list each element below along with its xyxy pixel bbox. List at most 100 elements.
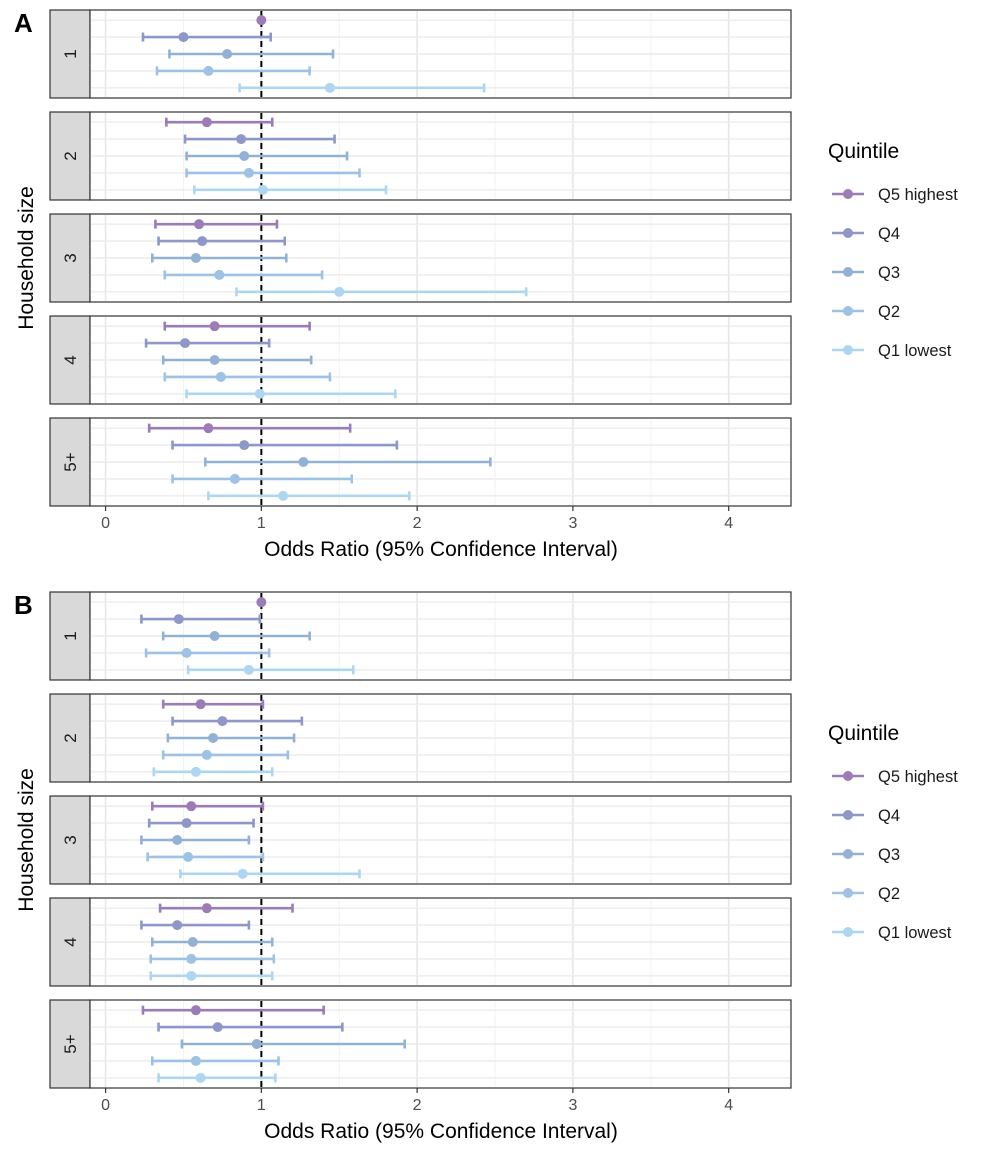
ci-q3: [161, 355, 313, 365]
legend-item: Q5 highest: [832, 186, 958, 204]
odds-ratio-point: [190, 766, 201, 777]
ci-q4: [183, 134, 336, 145]
ci-q2: [144, 647, 271, 658]
facet-3: 3: [49, 213, 792, 303]
facet-5plus: 5+: [49, 417, 792, 507]
legend-key-point: [843, 849, 853, 859]
legend: Quintile Q5 highest Q4 Q3 Q2 Q1 lowest: [828, 722, 958, 942]
legend-item: Q5 highest: [832, 768, 958, 786]
ci-q3: [151, 937, 274, 947]
odds-ratio-point: [183, 851, 194, 862]
facet-strip: [49, 897, 91, 987]
ci-q5-highest: [147, 423, 352, 434]
odds-ratio-point: [278, 490, 289, 501]
facet-strip: [49, 213, 91, 303]
legend-key-point: [843, 306, 853, 316]
ci-q3: [151, 253, 288, 263]
x-tick-label: 2: [413, 515, 422, 532]
odds-ratio-point: [222, 49, 233, 59]
ci-q1-lowest: [157, 1072, 277, 1083]
odds-ratio-point: [181, 818, 192, 829]
facet-strip: [49, 9, 91, 99]
ci-q2: [185, 167, 361, 178]
facet-strip-label: 2: [61, 151, 80, 160]
legend-item: Q4: [832, 807, 900, 825]
legend-item: Q3: [832, 846, 900, 864]
x-axis-title: Odds Ratio (95% Confidence Interval): [264, 1120, 618, 1143]
x-tick-label: 2: [413, 1097, 422, 1114]
facet-strip-label: 4: [61, 937, 80, 946]
odds-ratio-point: [239, 151, 250, 161]
facet-strip-label: 3: [61, 835, 80, 844]
x-axis-title: Odds Ratio (95% Confidence Interval): [264, 538, 618, 561]
panel-letter: A: [14, 8, 33, 38]
y-axis-title: Household size: [15, 186, 38, 330]
odds-ratio-point: [187, 937, 198, 947]
odds-ratio-point: [190, 1005, 201, 1016]
odds-ratio-point: [178, 32, 189, 43]
legend-key-point: [843, 228, 853, 238]
ci-q3: [168, 49, 335, 59]
facet-2: 2: [49, 111, 792, 201]
odds-ratio-point: [229, 473, 240, 484]
odds-ratio-point: [239, 440, 250, 451]
odds-ratio-point: [201, 903, 212, 914]
odds-ratio-point: [181, 647, 192, 658]
odds-ratio-point: [190, 253, 201, 263]
ci-q1-lowest: [179, 868, 361, 879]
x-tick-label: 4: [724, 1097, 733, 1114]
x-tick-label: 3: [568, 515, 577, 532]
facet-strip: [49, 315, 91, 405]
facet-1: 1: [49, 9, 792, 99]
panel-letter: B: [14, 590, 33, 620]
ci-q1-lowest: [149, 970, 274, 981]
facet-strip: [49, 693, 91, 783]
odds-ratio-point: [172, 835, 183, 845]
x-tick-label: 4: [724, 515, 733, 532]
legend-label: Q3: [878, 264, 900, 282]
ci-q4: [171, 440, 399, 451]
ci-q4: [157, 236, 287, 247]
facet-strip-label: 1: [61, 49, 80, 58]
odds-ratio-point: [195, 1072, 206, 1083]
legend-label: Q4: [878, 807, 900, 825]
ci-q2: [149, 953, 276, 964]
legend-key-point: [843, 927, 853, 937]
ci-q3: [140, 835, 251, 845]
x-tick-label: 1: [257, 515, 266, 532]
ci-q2: [146, 851, 265, 862]
legend-label: Q1 lowest: [878, 342, 952, 360]
ci-q1-lowest: [235, 286, 528, 297]
odds-ratio-point: [190, 1055, 201, 1066]
ci-q4: [140, 614, 262, 625]
facet-5plus: 5+: [49, 999, 792, 1089]
facet-strip-label: 2: [61, 733, 80, 742]
y-axis-title: Household size: [15, 768, 38, 912]
x-tick-label: 0: [101, 515, 110, 532]
ci-q5-highest: [163, 321, 311, 332]
legend-label: Q1 lowest: [878, 924, 952, 942]
legend: Quintile Q5 highest Q4 Q3 Q2 Q1 lowest: [828, 140, 958, 360]
panel-b: B 1 2 3 4 5+ 0 1 2 3 4 Odds Ratio (95% Confidence I…: [14, 590, 958, 1143]
ci-q1-lowest: [152, 766, 274, 777]
ci-q2: [163, 371, 332, 382]
odds-ratio-point: [251, 1039, 262, 1049]
ci-q5-highest: [165, 117, 274, 128]
ci-q5-highest: [141, 1005, 325, 1016]
ci-q3: [203, 457, 492, 467]
odds-ratio-point: [334, 286, 345, 297]
ci-q4: [144, 338, 271, 349]
odds-ratio-point: [212, 1022, 223, 1033]
odds-ratio-point: [173, 614, 184, 625]
facet-strip-label: 1: [61, 631, 80, 640]
legend-title: Quintile: [828, 140, 899, 163]
facet-3: 3: [49, 795, 792, 885]
odds-ratio-point: [243, 167, 254, 178]
legend-item: Q4: [832, 225, 900, 243]
odds-ratio-point: [236, 134, 247, 145]
odds-ratio-point: [186, 970, 197, 981]
legend-item: Q2: [832, 885, 900, 903]
facet-1: 1: [49, 591, 792, 681]
odds-ratio-point: [186, 953, 197, 964]
ci-q1-lowest: [186, 664, 355, 675]
